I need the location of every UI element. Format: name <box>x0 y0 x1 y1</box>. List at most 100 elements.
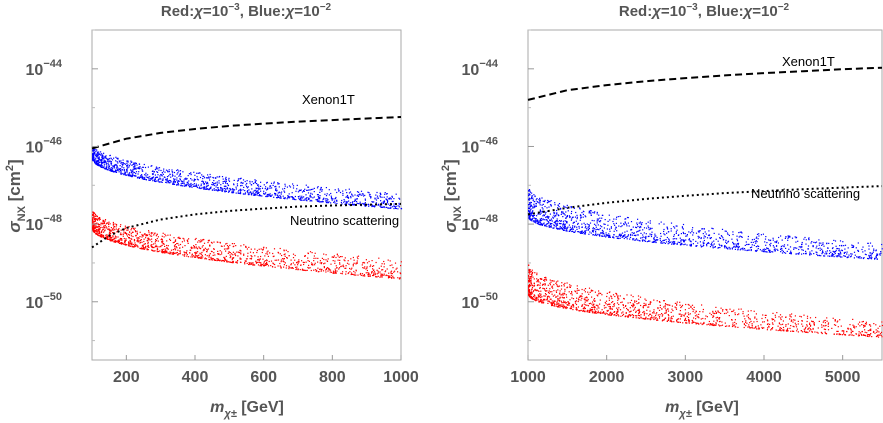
scatter-point <box>106 168 108 171</box>
scatter-point <box>206 181 208 183</box>
scatter-point <box>622 311 624 313</box>
scatter-point <box>638 298 640 300</box>
scatter-point <box>333 255 335 257</box>
scatter-point <box>108 238 110 240</box>
chart-title: Red:χ=10−3, Blue:χ=10−2 <box>619 2 790 20</box>
scatter-point <box>728 315 730 317</box>
scatter-point <box>390 271 392 273</box>
scatter-point <box>325 201 328 203</box>
scatter-point <box>232 260 234 262</box>
scatter-point <box>93 214 95 216</box>
scatter-point <box>243 244 245 246</box>
scatter-point <box>100 234 103 236</box>
scatter-point <box>533 200 535 203</box>
scatter-point <box>544 225 546 227</box>
scatter-point <box>312 197 314 199</box>
scatter-point <box>834 319 836 321</box>
scatter-point <box>588 210 590 212</box>
scatter-point <box>128 244 130 246</box>
scatter-point <box>613 230 615 232</box>
scatter-point <box>221 189 223 191</box>
scatter-point <box>149 239 151 241</box>
scatter-point <box>250 193 252 196</box>
scatter-point <box>662 240 664 242</box>
scatter-point <box>194 174 196 176</box>
scatter-point <box>233 189 236 191</box>
scatter-point <box>154 179 156 181</box>
scatter-point <box>641 222 643 224</box>
scatter-point <box>214 184 216 187</box>
scatter-point <box>257 256 259 258</box>
scatter-point <box>178 237 180 239</box>
scatter-point <box>317 198 319 200</box>
scatter-point <box>206 249 208 251</box>
scatter-point <box>650 228 652 230</box>
scatter-point <box>205 177 208 179</box>
scatter-point <box>529 277 531 279</box>
scatter-point <box>546 298 548 300</box>
scatter-point <box>301 191 304 193</box>
scatter-point <box>675 307 677 309</box>
scatter-point <box>787 244 789 246</box>
scatter-point <box>822 321 824 323</box>
scatter-point <box>578 227 580 229</box>
scatter-point <box>227 184 229 186</box>
scatter-point <box>103 225 105 227</box>
scatter-point <box>827 247 829 249</box>
scatter-point <box>694 312 696 314</box>
scatter-point <box>201 180 203 182</box>
scatter-point <box>138 240 140 242</box>
scatter-point <box>395 268 397 270</box>
scatter-point <box>627 302 629 304</box>
scatter-point <box>593 229 595 231</box>
scatter-point <box>95 151 97 153</box>
scatter-point <box>203 249 206 251</box>
scatter-point <box>675 232 677 234</box>
scatter-point <box>809 253 811 255</box>
scatter-point <box>212 189 214 191</box>
scatter-point <box>337 188 339 190</box>
scatter-point <box>545 211 547 213</box>
scatter-point <box>227 261 229 263</box>
scatter-point <box>818 244 820 246</box>
scatter-point <box>136 164 138 166</box>
scatter-point <box>837 248 839 250</box>
scatter-point <box>339 262 341 264</box>
scatter-point <box>797 323 799 325</box>
scatter-point <box>272 255 274 258</box>
scatter-point <box>206 251 208 253</box>
scatter-point <box>333 200 336 202</box>
scatter-point <box>236 183 238 185</box>
scatter-point <box>246 182 248 185</box>
scatter-point <box>113 171 115 173</box>
scatter-point <box>853 326 855 328</box>
scatter-point <box>106 167 108 169</box>
scatter-point <box>629 236 632 238</box>
scatter-point <box>169 239 172 241</box>
scatter-point <box>379 192 381 195</box>
scatter-point <box>384 192 386 194</box>
scatter-point <box>135 168 137 170</box>
scatter-point <box>563 227 565 229</box>
scatter-point <box>581 297 583 299</box>
scatter-point <box>803 314 805 316</box>
scatter-point <box>392 275 394 277</box>
scatter-point <box>279 194 281 197</box>
scatter-point <box>262 247 265 249</box>
scatter-point <box>736 235 738 237</box>
scatter-point <box>788 236 790 238</box>
scatter-point <box>291 196 293 198</box>
scatter-point <box>93 229 95 231</box>
scatter-point <box>390 274 392 276</box>
scatter-point <box>269 252 271 254</box>
scatter-point <box>776 245 778 247</box>
scatter-point <box>188 184 190 187</box>
scatter-point <box>260 248 262 250</box>
scatter-point <box>211 251 213 253</box>
scatter-point <box>177 180 179 182</box>
scatter-point <box>160 246 162 248</box>
scatter-point <box>702 241 704 243</box>
scatter-point <box>190 246 193 248</box>
scatter-point <box>839 240 842 242</box>
scatter-point <box>599 225 602 227</box>
